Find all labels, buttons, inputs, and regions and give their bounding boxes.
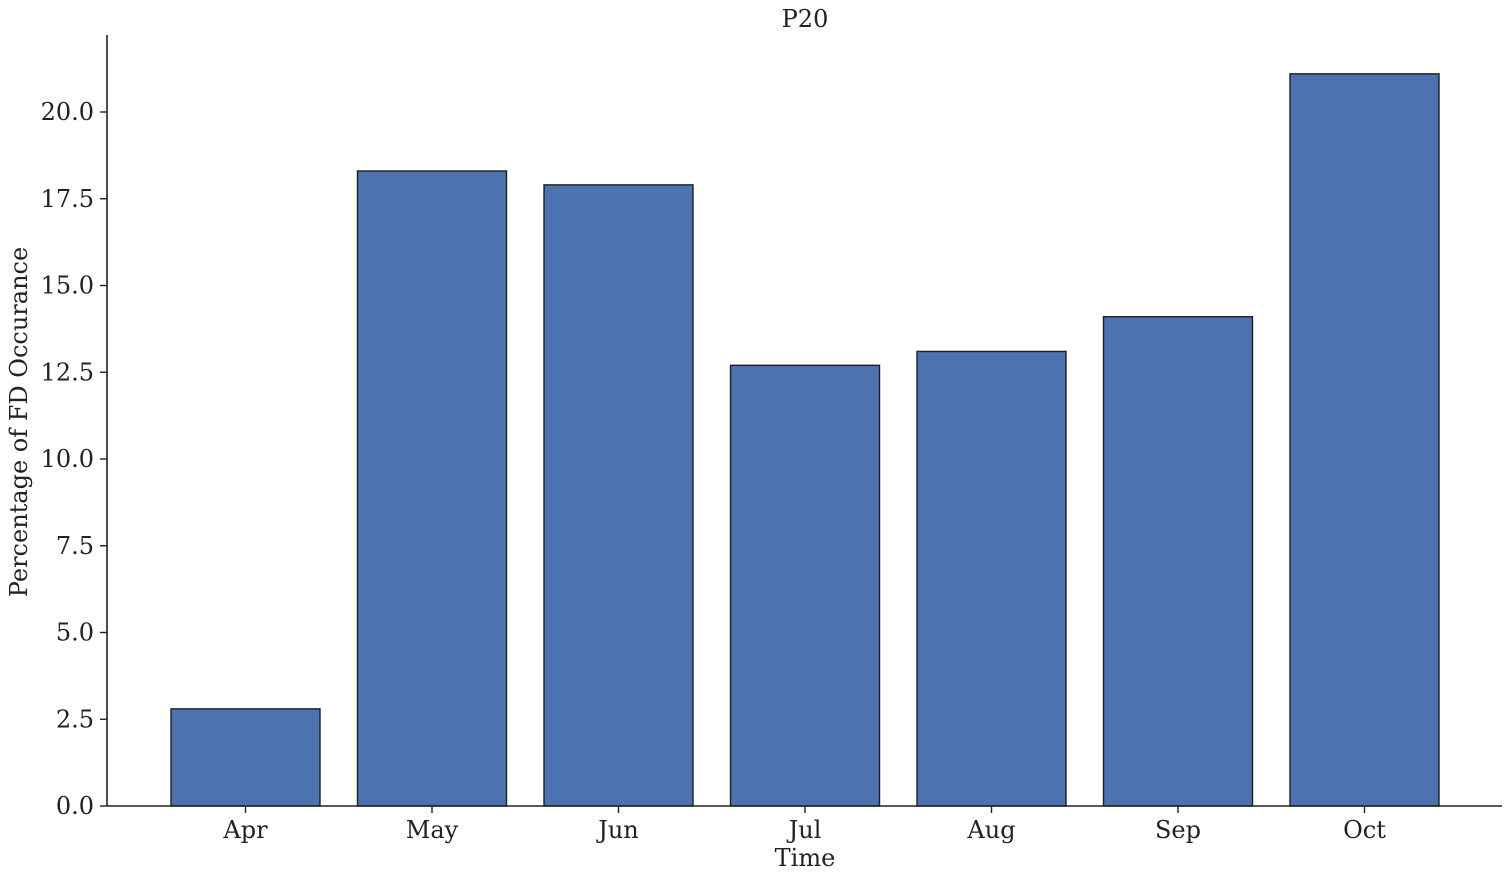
- y-tick-label: 0.0: [56, 792, 94, 820]
- bar-jun: [543, 184, 694, 807]
- y-tick-label: 2.5: [56, 705, 94, 733]
- chart-title: P20: [782, 5, 829, 33]
- bar-may: [356, 170, 508, 807]
- y-axis-title: Percentage of FD Occurance: [5, 247, 33, 597]
- y-tick-label: 5.0: [56, 619, 94, 647]
- x-tick-label: Apr: [222, 816, 268, 844]
- y-axis-ticks: 0.0 2.5 5.0 7.5 10.0 12.5 15.0 17.5 20.0: [41, 98, 107, 820]
- x-tick-label: Oct: [1343, 816, 1386, 844]
- y-tick-label: 10.0: [41, 445, 94, 473]
- x-tick-label: Jun: [595, 816, 639, 844]
- y-tick-label: 12.5: [41, 358, 94, 386]
- bar-sep: [1102, 316, 1254, 807]
- x-tick-label: Aug: [966, 816, 1015, 844]
- x-tick-label: May: [406, 816, 459, 844]
- bars-group: [170, 73, 1440, 807]
- y-tick-label: 15.0: [41, 272, 94, 300]
- y-tick-label: 17.5: [41, 185, 94, 213]
- bar-oct: [1289, 73, 1440, 807]
- bar-aug: [916, 350, 1067, 807]
- y-tick-label: 7.5: [56, 532, 94, 560]
- x-axis-ticks: Apr May Jun Jul Aug Sep Oct: [222, 806, 1386, 844]
- x-tick-label: Sep: [1155, 816, 1201, 844]
- y-tick-label: 20.0: [41, 98, 94, 126]
- bar-apr: [170, 708, 321, 807]
- x-tick-label: Jul: [786, 816, 822, 844]
- bar-jul: [729, 364, 881, 807]
- x-axis-title: Time: [775, 844, 836, 872]
